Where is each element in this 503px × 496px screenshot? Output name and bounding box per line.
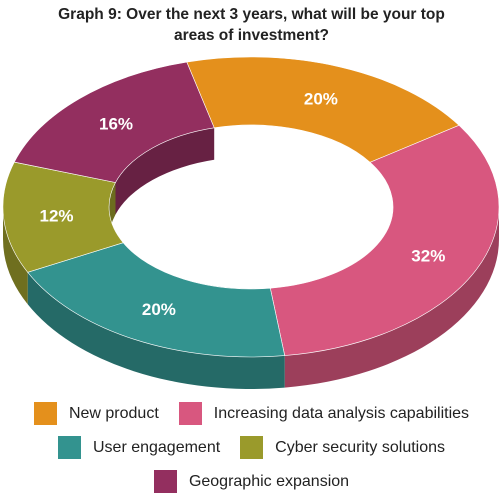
slice-4	[13, 61, 215, 183]
inner-wall-4	[115, 127, 215, 215]
data-label-2: 20%	[142, 300, 176, 319]
legend-item-data-analysis: Increasing data analysis capabilities	[178, 402, 470, 425]
legend-item-user-engagement: User engagement	[57, 436, 221, 459]
legend-swatch-cyber-security	[240, 436, 264, 459]
legend-label-new-product: New product	[68, 404, 159, 422]
legend-swatch-data-analysis	[178, 402, 202, 425]
legend-item-cyber-security: Cyber security solutions	[240, 436, 445, 459]
data-label-0: 20%	[304, 90, 338, 109]
legend-item-geographic-expansion: Geographic expansion	[153, 470, 350, 493]
data-label-3: 12%	[39, 207, 73, 226]
legend-item-new-product: New product	[33, 402, 159, 425]
legend-row-1: New product Increasing data analysis cap…	[0, 402, 503, 425]
donut-chart: 20% 32% 20% 12% 16%	[2, 56, 500, 389]
legend-row-2: User engagement Cyber security solutions	[0, 436, 503, 459]
legend-label-geographic-expansion: Geographic expansion	[188, 472, 350, 490]
slice-1	[269, 124, 500, 356]
legend-row-3: Geographic expansion	[0, 470, 503, 493]
legend-swatch-geographic-expansion	[153, 470, 177, 493]
legend-label-user-engagement: User engagement	[92, 438, 221, 456]
data-label-1: 32%	[411, 246, 445, 265]
slice-2	[27, 242, 286, 358]
outer-wall-3	[2, 207, 28, 305]
outer-wall-2	[27, 272, 285, 389]
legend-swatch-user-engagement	[57, 436, 81, 459]
legend-label-cyber-security: Cyber security solutions	[275, 438, 446, 456]
slice-0	[186, 56, 460, 163]
outer-wall-1	[284, 207, 499, 388]
data-label-4: 16%	[99, 114, 133, 133]
legend-label-data-analysis: Increasing data analysis capabilities	[213, 404, 470, 422]
legend-swatch-new-product	[33, 402, 57, 425]
chart-title: Graph 9: Over the next 3 years, what wil…	[58, 6, 445, 44]
